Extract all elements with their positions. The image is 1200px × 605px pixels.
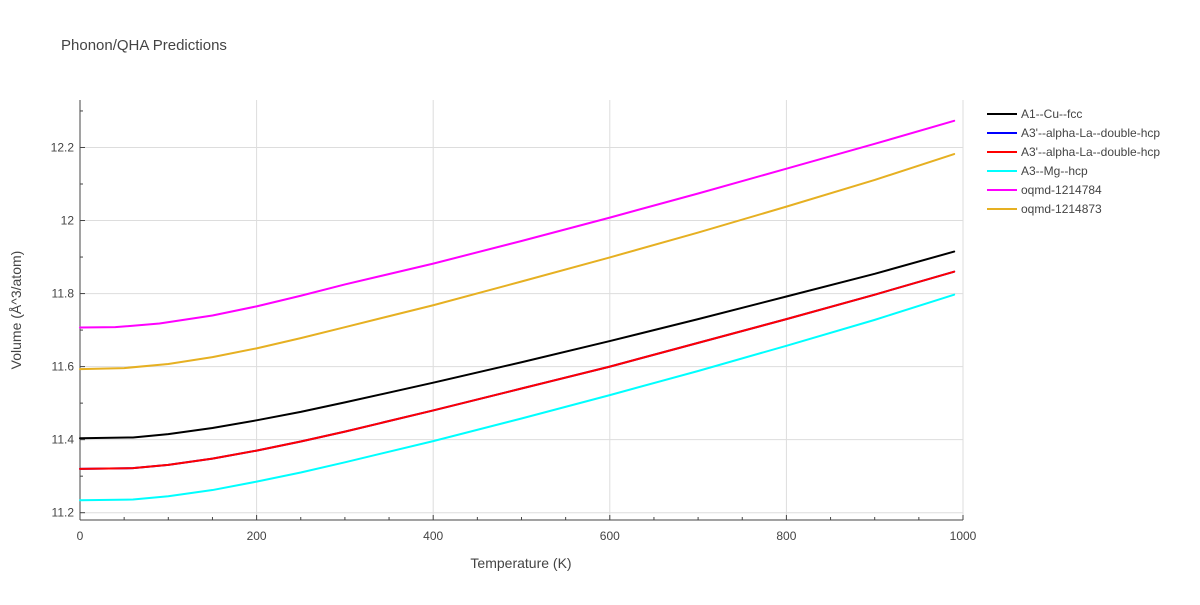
legend-label: A3--Mg--hcp [1021, 164, 1088, 178]
x-axis-title: Temperature (K) [470, 555, 571, 571]
legend-label: A1--Cu--fcc [1021, 107, 1082, 121]
axes: 0 200 400 600 800 1000 11.2 11.4 11.6 11.8 12 12.2 [51, 100, 977, 543]
legend-label: A3'--alpha-La--double-hcp [1021, 145, 1160, 159]
x-tick-label: 800 [776, 529, 796, 543]
legend-label: oqmd-1214784 [1021, 183, 1102, 197]
legend-item[interactable]: oqmd-1214873 [987, 202, 1102, 216]
legend-item[interactable]: oqmd-1214784 [987, 183, 1102, 197]
y-tick-label: 11.6 [52, 360, 75, 374]
series-lines [79, 119, 956, 502]
x-tick-label: 400 [423, 529, 443, 543]
y-tick-label: 11.8 [52, 287, 75, 301]
y-tick-label: 12 [61, 214, 75, 228]
legend-item[interactable]: A3'--alpha-La--double-hcp [987, 126, 1160, 140]
y-tick-label: 11.4 [52, 433, 75, 447]
y-tick-label: 11.2 [52, 506, 75, 520]
series-line-0 [79, 250, 956, 440]
x-tick-label: 600 [600, 529, 620, 543]
legend-item[interactable]: A1--Cu--fcc [987, 107, 1082, 121]
series-line-5 [79, 153, 956, 371]
legend-label: oqmd-1214873 [1021, 202, 1102, 216]
legend-label: A3'--alpha-La--double-hcp [1021, 126, 1160, 140]
series-line-2 [79, 270, 956, 470]
grid [80, 100, 964, 520]
chart-title: Phonon/QHA Predictions [61, 37, 227, 54]
legend-item[interactable]: A3'--alpha-La--double-hcp [987, 145, 1160, 159]
x-tick-label: 0 [77, 529, 84, 543]
legend-item[interactable]: A3--Mg--hcp [987, 164, 1088, 178]
y-tick-label: 12.2 [51, 140, 75, 154]
y-axis-title: Volume (Å^3/atom) [8, 251, 24, 370]
x-tick-label: 200 [247, 529, 267, 543]
legend: A1--Cu--fcc A3'--alpha-La--double-hcp A3'-… [987, 107, 1160, 216]
x-tick-label: 1000 [950, 529, 977, 543]
series-line-4 [79, 119, 956, 329]
series-line-3 [79, 293, 956, 502]
